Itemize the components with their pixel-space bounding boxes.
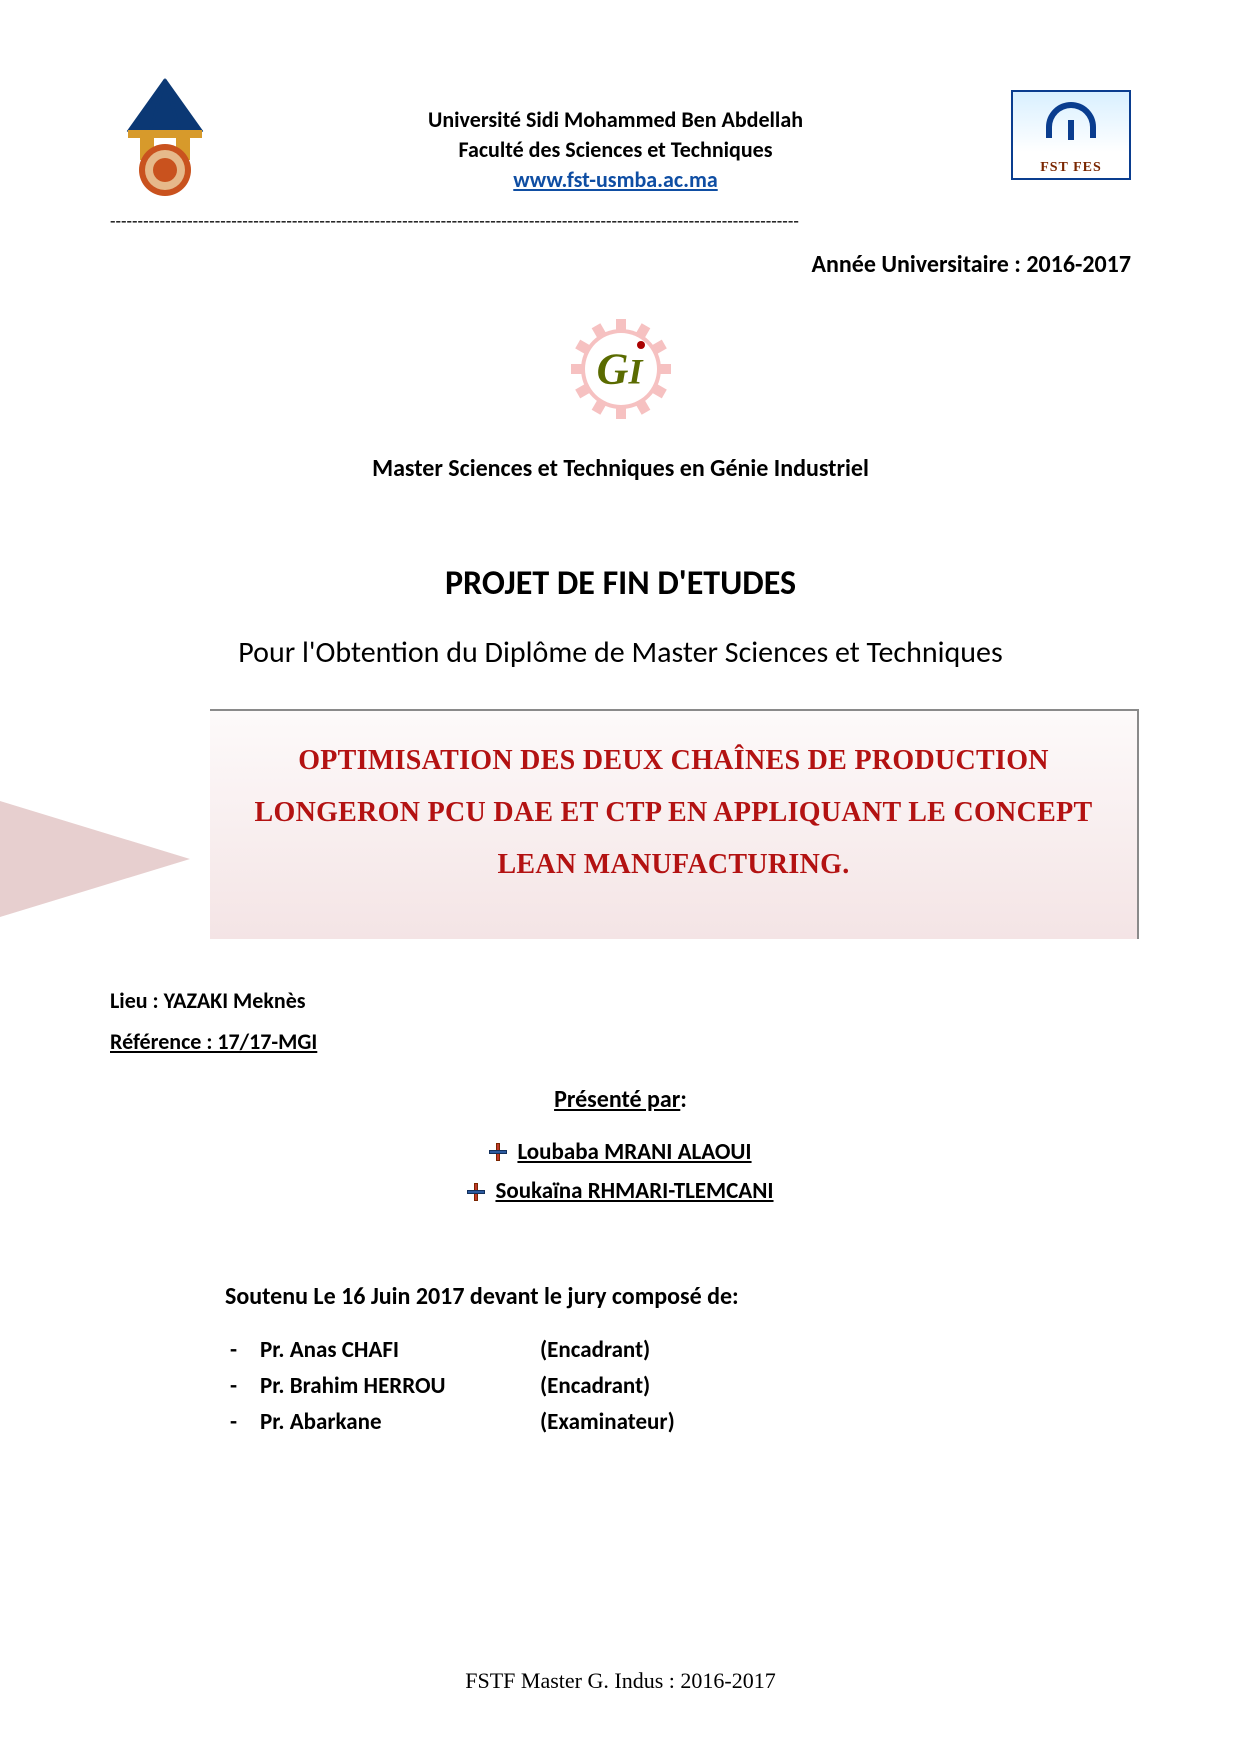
author-row: Loubaba MRANI ALAOUI (489, 1134, 751, 1171)
jury-row: - Pr. Anas CHAFI (Encadrant) (230, 1333, 1131, 1369)
presented-by-label: Présenté par: (110, 1085, 1131, 1114)
jury-role: (Encadrant) (540, 1369, 650, 1405)
jury-name: Pr. Brahim HERROU (260, 1369, 540, 1405)
fst-arch-icon (1046, 102, 1096, 138)
gi-text: GI (597, 344, 643, 395)
jury-role: (Encadrant) (540, 1333, 650, 1369)
diploma-subtitle: Pour l'Obtention du Diplôme de Master Sc… (110, 632, 1131, 674)
author-name: Loubaba MRANI ALAOUI (517, 1134, 751, 1171)
header-row: Université Sidi Mohammed Ben Abdellah Fa… (110, 70, 1131, 200)
jury-row: - Pr. Abarkane (Examinateur) (230, 1405, 1131, 1441)
page-footer: FSTF Master G. Indus : 2016-2017 (0, 1668, 1241, 1694)
thesis-title-box: OPTIMISATION DES DEUX CHAÎNES DE PRODUCT… (210, 709, 1139, 939)
academic-year: Année Universitaire : 2016-2017 (110, 250, 1131, 279)
university-url-link[interactable]: www.fst-usmba.ac.ma (513, 166, 717, 193)
gi-badge-wrap: GI (110, 319, 1131, 424)
defense-line: Soutenu Le 16 Juin 2017 devant le jury c… (225, 1282, 1131, 1311)
location-line: Lieu : YAZAKI Meknès (110, 987, 1131, 1014)
jury-row: - Pr. Brahim HERROU (Encadrant) (230, 1369, 1131, 1405)
author-name: Soukaïna RHMARI-TLEMCANI (495, 1173, 773, 1210)
header-center: Université Sidi Mohammed Ben Abdellah Fa… (220, 75, 1011, 194)
project-heading: PROJET DE FIN D'ETUDES (110, 563, 1131, 604)
reference-line: Référence : 17/17-MGI (110, 1028, 1131, 1055)
jury-name: Pr. Abarkane (260, 1405, 540, 1441)
university-logo (110, 70, 220, 200)
jury-list: - Pr. Anas CHAFI (Encadrant) - Pr. Brahi… (230, 1333, 1131, 1440)
fst-logo: FST FES (1011, 90, 1131, 180)
list-dash: - (230, 1369, 260, 1405)
authors-block: Loubaba MRANI ALAOUI Soukaïna RHMARI-TLE… (110, 1134, 1131, 1212)
bullet-cross-icon (489, 1143, 507, 1161)
list-dash: - (230, 1333, 260, 1369)
gi-badge-icon: GI (571, 319, 671, 419)
page: Université Sidi Mohammed Ben Abdellah Fa… (0, 0, 1241, 1754)
thesis-title: OPTIMISATION DES DEUX CHAÎNES DE PRODUCT… (240, 735, 1107, 890)
title-area: OPTIMISATION DES DEUX CHAÎNES DE PRODUCT… (110, 709, 1131, 939)
faculty-name: Faculté des Sciences et Techniques (230, 135, 1001, 165)
bullet-cross-icon (467, 1183, 485, 1201)
triangle-decoration (0, 801, 190, 917)
fst-logo-label: FST FES (1040, 160, 1102, 176)
university-name: Université Sidi Mohammed Ben Abdellah (230, 105, 1001, 135)
jury-name: Pr. Anas CHAFI (260, 1333, 540, 1369)
separator-dashes: ----------------------------------------… (110, 210, 1131, 232)
gi-dot-icon (637, 341, 645, 349)
list-dash: - (230, 1405, 260, 1441)
jury-role: (Examinateur) (540, 1405, 675, 1441)
author-row: Soukaïna RHMARI-TLEMCANI (467, 1173, 773, 1210)
master-program-line: Master Sciences et Techniques en Génie I… (110, 454, 1131, 483)
